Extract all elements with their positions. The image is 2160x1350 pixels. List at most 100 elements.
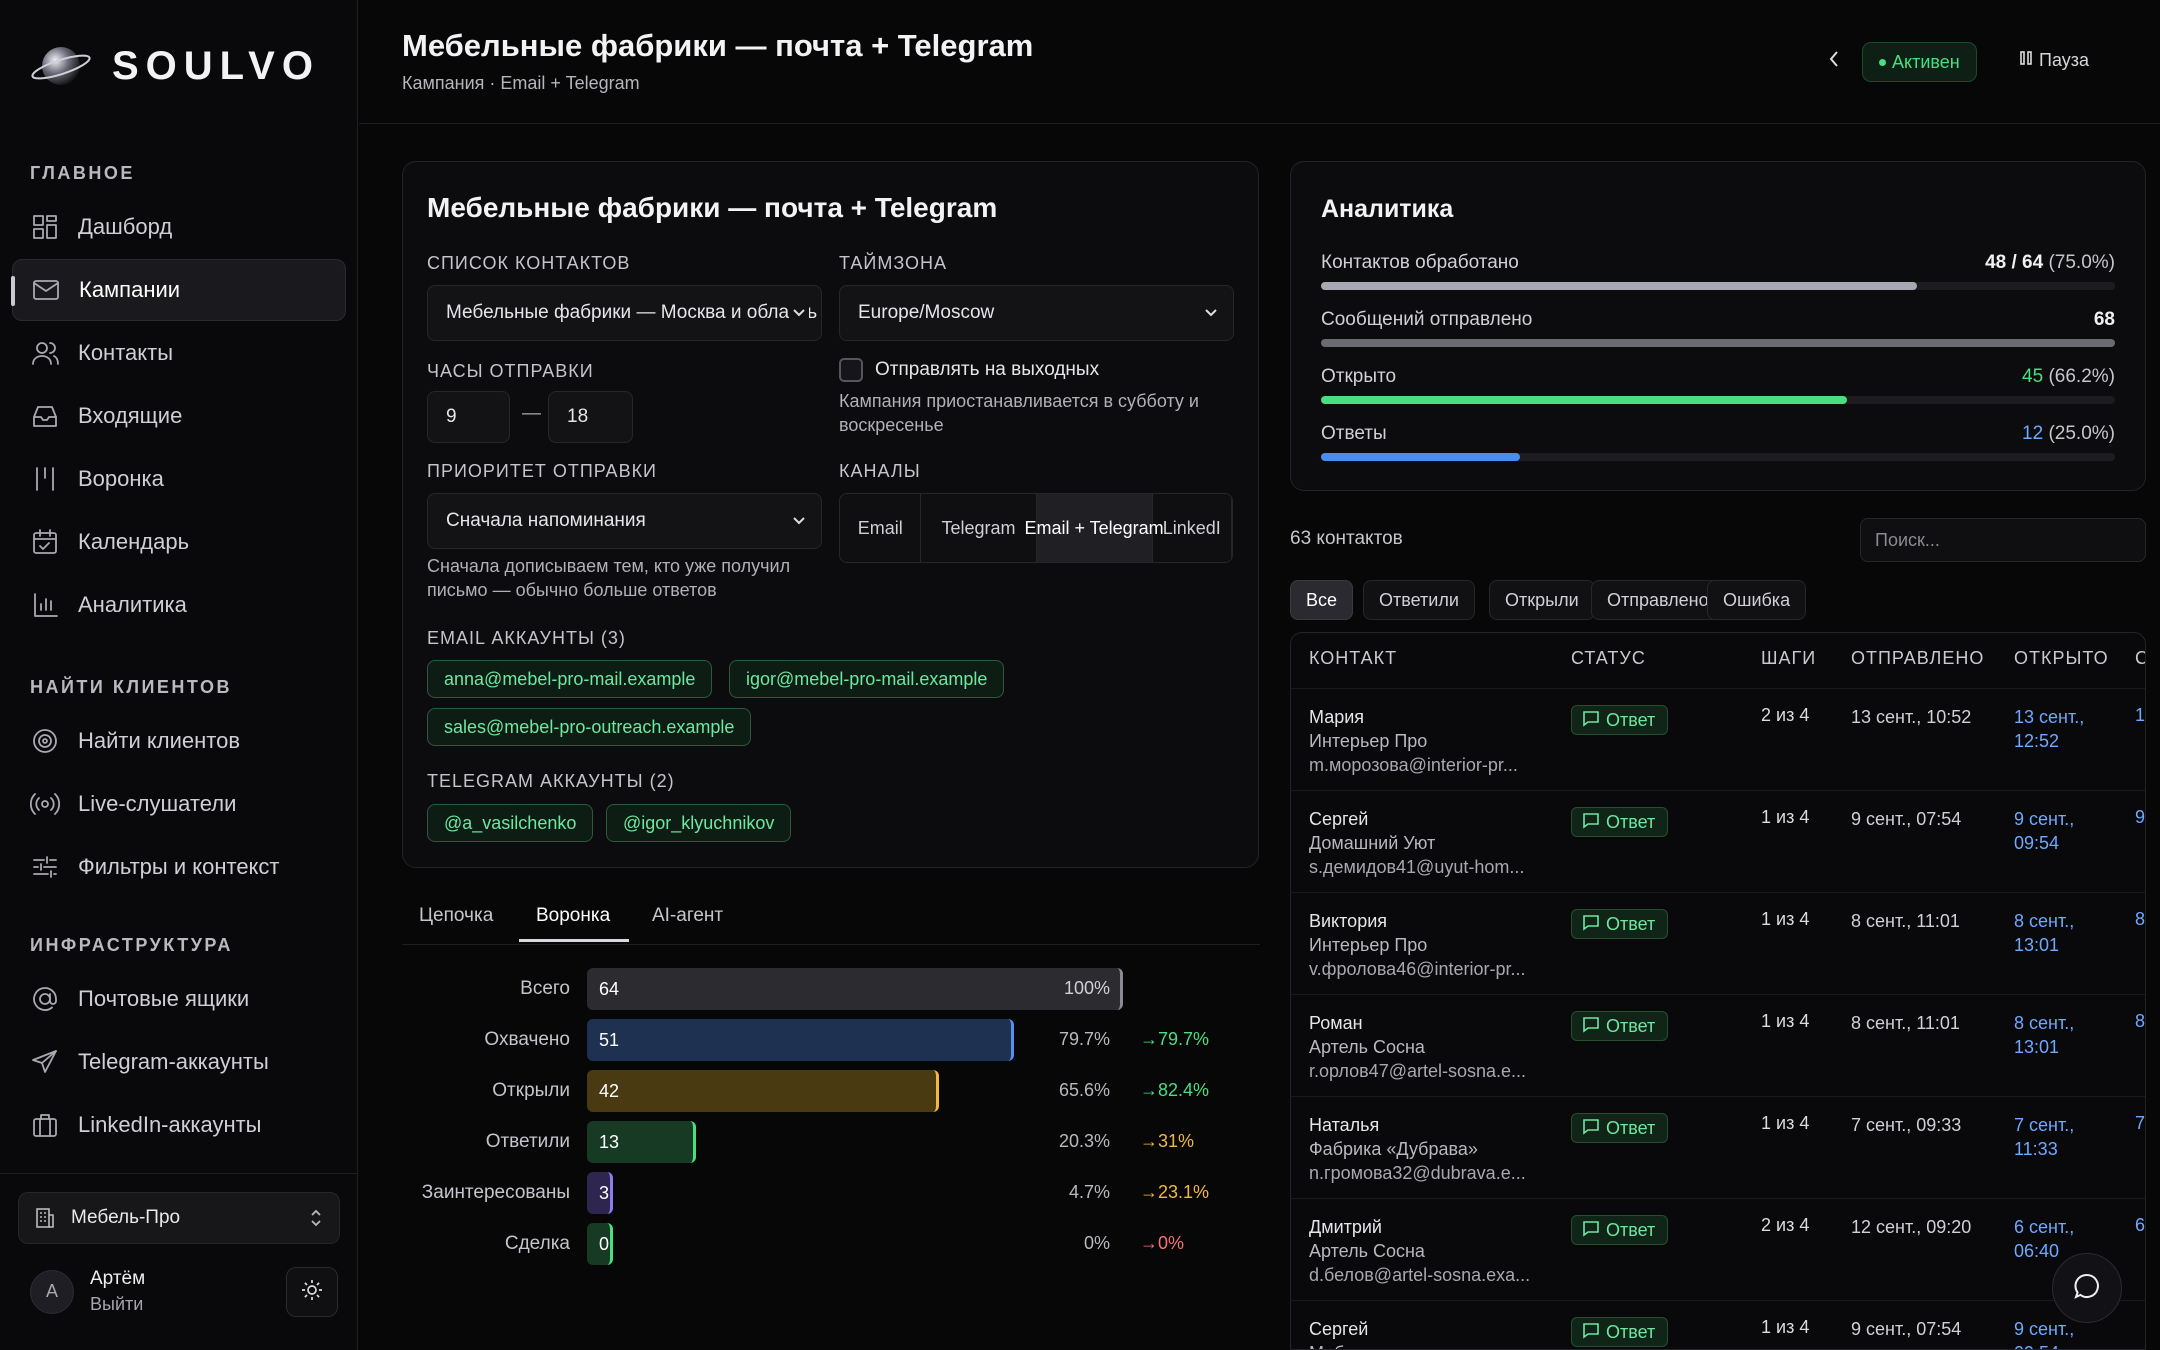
tab-chain[interactable]: Цепочка xyxy=(419,905,494,926)
sidebar-item-infra-0[interactable]: Почтовые ящики xyxy=(12,968,346,1030)
channel-option[interactable]: Email + Telegram xyxy=(1024,494,1164,562)
analytics-metric-name: Сообщений отправлено xyxy=(1321,309,1533,330)
filter-chip[interactable]: Отправлено xyxy=(1591,580,1725,620)
avatar: А xyxy=(30,1269,74,1314)
status-badge: Ответ xyxy=(1571,1011,1669,1041)
message-icon xyxy=(1582,1117,1606,1140)
filter-chip[interactable]: Ошибка xyxy=(1707,580,1807,620)
status-label: Ответ xyxy=(1606,709,1656,730)
hours-from-input[interactable]: 9 xyxy=(427,391,510,443)
channel-option[interactable]: Email xyxy=(840,494,922,562)
funnel-bar-value: 13 xyxy=(599,1131,620,1152)
table-column-header[interactable]: ШАГИ xyxy=(1761,648,1817,668)
timezone-value: Europe/Moscow xyxy=(858,302,995,323)
sidebar-item-main-2[interactable]: Контакты xyxy=(12,322,346,384)
table-row[interactable]: Дмитрий Артель Сосна d.белов@artel-sosna.e… xyxy=(1291,1198,2145,1300)
email-account-tag[interactable]: igor@mebel-pro-mail.example xyxy=(729,660,1005,698)
message-icon xyxy=(1582,913,1606,936)
pause-button[interactable]: Пауза xyxy=(2019,50,2089,71)
back-button[interactable] xyxy=(1827,48,1841,76)
table-row[interactable]: Мария Интерьер Про m.морозова@interior-pr.… xyxy=(1291,688,2145,790)
funnel-pct: 20.3% xyxy=(1058,1131,1110,1151)
contacts-table: КОНТАКТ СТАТУС ШАГИ ОТПРАВЛЕНО ОТКРЫТО С Мари… xyxy=(1290,632,2146,1350)
channel-option[interactable]: LinkedI xyxy=(1153,494,1232,562)
sidebar-item-main-1[interactable]: Кампании xyxy=(11,259,346,321)
search-input[interactable]: Поиск... xyxy=(1860,518,2146,562)
weekends-help: Кампания приостанавливается в субботу и … xyxy=(839,391,1199,435)
tab-ai-agent[interactable]: AI-агент xyxy=(652,905,724,926)
analytics-fill xyxy=(1321,453,1520,461)
table-column-header[interactable]: ОТПРАВЛЕНО xyxy=(1851,648,1985,668)
sent-cell: 12 сент., 09:20 xyxy=(1851,1217,1972,1237)
funnel-row: Охвачено 51 79.7% →79.7% xyxy=(402,1019,1262,1063)
email-accounts-label: EMAIL АККАУНТЫ (3) xyxy=(427,628,626,648)
tab-funnel[interactable]: Воронка xyxy=(536,905,611,926)
contact-name: Мария xyxy=(1309,707,1365,727)
theme-toggle-button[interactable] xyxy=(286,1267,338,1317)
hours-to-input[interactable]: 18 xyxy=(548,391,633,443)
weekends-checkbox[interactable] xyxy=(839,358,863,382)
workspace-switcher[interactable]: Мебель-Про xyxy=(18,1192,340,1244)
table-column-header[interactable]: КОНТАКТ xyxy=(1309,648,1398,668)
analytics-metric-value: 48 / 64 (75.0%) xyxy=(1985,252,2115,274)
steps-cell: 1 из 4 xyxy=(1761,909,1810,929)
active-tab-indicator xyxy=(519,939,629,942)
contact-company: Фабрика «Дубрава» xyxy=(1309,1139,1478,1159)
sidebar-item-main-3[interactable]: Входящие xyxy=(12,385,346,447)
priority-select[interactable]: Сначала напоминания xyxy=(427,493,822,549)
logout-link[interactable]: Выйти xyxy=(90,1294,144,1314)
sidebar-item-infra-1[interactable]: Telegram-аккаунты xyxy=(12,1031,346,1093)
sidebar-item-main-4[interactable]: Воронка xyxy=(12,448,346,510)
channel-option[interactable]: Telegram xyxy=(921,494,1037,562)
chat-button[interactable] xyxy=(2052,1253,2122,1323)
hours-dash: — xyxy=(522,403,541,424)
analytics-card xyxy=(1290,161,2146,491)
filter-chip[interactable]: Открыли xyxy=(1489,580,1595,620)
sidebar-item-main-6[interactable]: Аналитика xyxy=(12,574,346,636)
table-row[interactable]: Сергей Мебель... Ответ 1 из 4 9 сент., 07:54… xyxy=(1291,1300,2145,1349)
table-row[interactable]: Наталья Фабрика «Дубрава» n.громова32@dubr… xyxy=(1291,1096,2145,1198)
sidebar-divider xyxy=(0,1173,358,1174)
funnel-bar: 0 xyxy=(587,1223,613,1265)
telegram-account-tag[interactable]: @igor_klyuchnikov xyxy=(606,804,792,842)
sidebar-item-label: Дашборд xyxy=(78,214,173,239)
table-row[interactable]: Роман Артель Сосна r.орлов47@artel-sosna.e… xyxy=(1291,994,2145,1096)
email-account-tag[interactable]: anna@mebel-pro-mail.example xyxy=(427,660,713,698)
email-account-tag[interactable]: sales@mebel-pro-outreach.example xyxy=(427,708,752,746)
sidebar-item-infra-2[interactable]: LinkedIn-аккаунты xyxy=(12,1094,346,1156)
table-column-header[interactable]: С xyxy=(2135,648,2145,669)
sidebar-item-main-5[interactable]: Календарь xyxy=(12,511,346,573)
weekends-label: Отправлять на выходных xyxy=(875,359,1100,380)
priority-label: ПРИОРИТЕТ ОТПРАВКИ xyxy=(427,461,657,481)
contact-cell: Роман Артель Сосна r.орлов47@artel-sosna.e… xyxy=(1309,1011,1535,1083)
table-column-header[interactable]: ОТКРЫТО xyxy=(2014,648,2109,668)
table-column-header[interactable]: СТАТУС xyxy=(1571,648,1646,668)
contact-email: v.фролова46@interior-pr... xyxy=(1309,959,1526,979)
contact-company: Интерьер Про xyxy=(1309,731,1428,751)
planet-logo-icon xyxy=(30,38,92,94)
sidebar-item-label: Воронка xyxy=(78,466,164,491)
funnel-row: Ответили 13 20.3% →31% xyxy=(402,1121,1262,1165)
telegram-account-tag[interactable]: @a_vasilchenko xyxy=(427,804,594,842)
brand-logo[interactable]: SOULVO xyxy=(30,38,320,94)
sidebar-item-find-2[interactable]: Фильтры и контекст xyxy=(12,836,346,898)
analytics-main-value: 68 xyxy=(2093,309,2115,330)
sidebar-item-find-0[interactable]: Найти клиентов xyxy=(12,710,346,772)
timezone-select[interactable]: Europe/Moscow xyxy=(839,285,1234,341)
sidebar-item-find-1[interactable]: Live-слушатели xyxy=(12,773,346,835)
funnel-conversion: →23.1% xyxy=(1140,1182,1210,1202)
filter-chip[interactable]: Все xyxy=(1290,580,1354,620)
contacts-count: 63 контактов xyxy=(1290,528,1403,549)
status-label: Ответ xyxy=(1606,1219,1656,1240)
funnel-bar: 64 xyxy=(587,968,1123,1010)
contact-list-select[interactable]: Мебельные фабрики — Москва и область ( xyxy=(427,285,822,341)
table-row[interactable]: Виктория Интерьер Про v.фролова46@interior… xyxy=(1291,892,2145,994)
chat-bubble-icon xyxy=(2072,1271,2102,1306)
table-row[interactable]: Сергей Домашний Уют s.демидов41@uyut-hom..… xyxy=(1291,790,2145,892)
status-badge[interactable]: Активен xyxy=(1862,42,1977,82)
filter-chip[interactable]: Ответили xyxy=(1363,580,1475,620)
funnel-row: Заинтересованы 3 4.7% →23.1% xyxy=(402,1172,1262,1216)
sidebar-item-main-0[interactable]: Дашборд xyxy=(12,196,346,258)
sent-cell: 8 сент., 11:01 xyxy=(1851,911,1960,931)
opened-cell: 9 сент., 09:54 xyxy=(2014,1319,2075,1349)
